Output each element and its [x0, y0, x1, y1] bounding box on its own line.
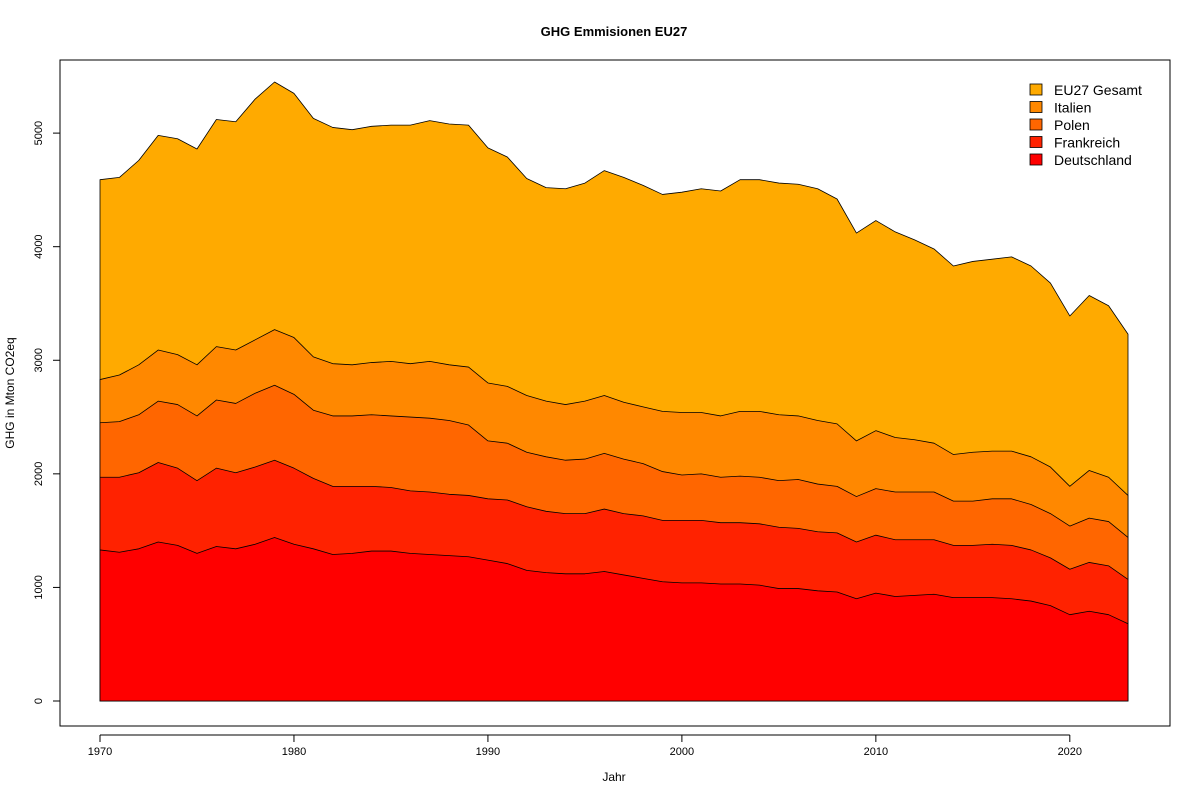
- y-tick-label: 3000: [33, 348, 45, 372]
- legend-label: Italien: [1054, 100, 1091, 116]
- area-deutschland: [99, 537, 1129, 702]
- x-tick-label: 1990: [476, 746, 500, 758]
- x-axis-title: Jahr: [602, 770, 625, 784]
- legend-swatch: [1029, 101, 1043, 113]
- x-tick-label: 2000: [670, 746, 694, 758]
- legend-label: Deutschland: [1054, 152, 1132, 168]
- legend-swatch: [1029, 153, 1043, 166]
- y-tick-label: 4000: [33, 234, 45, 258]
- y-tick-label: 0: [33, 698, 45, 704]
- x-axis: 1970 1980 1990 2000 2010 2020: [88, 734, 1082, 758]
- y-axis: 0 1000 2000 3000 4000 5000: [33, 121, 61, 704]
- x-tick-label: 2020: [1058, 746, 1082, 758]
- legend-label: Frankreich: [1054, 135, 1120, 151]
- y-axis-title: GHG in Mton CO2eq: [3, 337, 17, 448]
- legend-swatch: [1029, 118, 1043, 131]
- x-tick-label: 1970: [88, 746, 112, 758]
- legend-label: Polen: [1054, 117, 1090, 133]
- legend-swatch: [1029, 136, 1043, 148]
- legend-label: EU27 Gesamt: [1054, 82, 1142, 98]
- y-tick-label: 5000: [33, 121, 45, 145]
- chart-title: GHG Emmisionen EU27: [541, 24, 688, 39]
- y-tick-label: 2000: [33, 462, 45, 486]
- x-tick-label: 1980: [282, 746, 306, 758]
- legend-swatch: [1029, 83, 1043, 96]
- y-tick-label: 1000: [33, 575, 45, 599]
- area-layers: [99, 81, 1129, 702]
- x-tick-label: 2010: [864, 746, 888, 758]
